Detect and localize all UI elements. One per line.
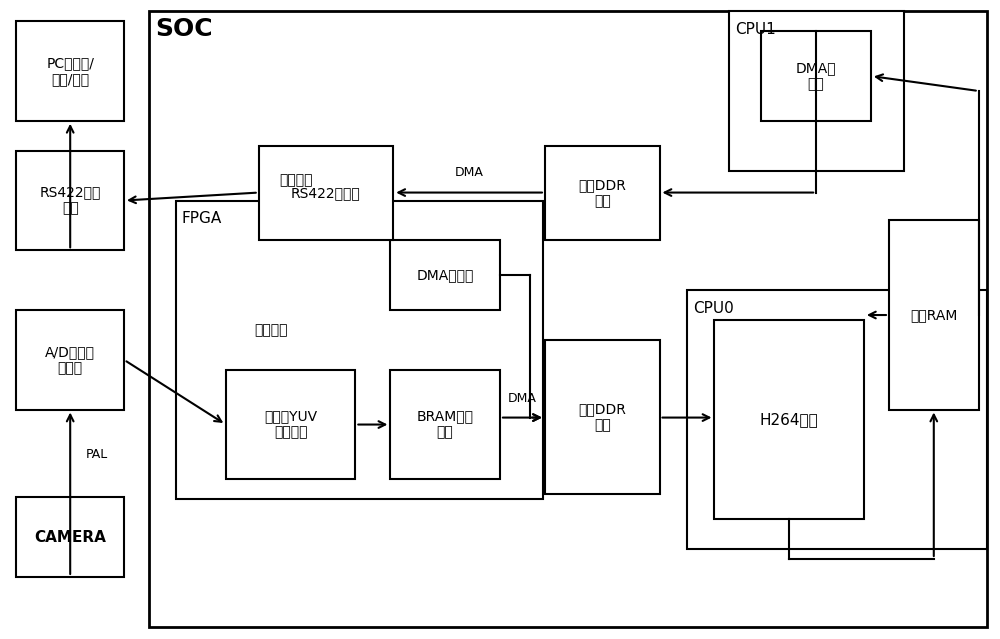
Text: SOC: SOC xyxy=(155,17,213,42)
Bar xyxy=(714,320,864,519)
Text: 通讯模块: 通讯模块 xyxy=(279,174,312,188)
Text: 采集模块: 采集模块 xyxy=(254,323,287,337)
Bar xyxy=(259,146,393,240)
Text: 第一DDR
缓存: 第一DDR 缓存 xyxy=(578,402,626,432)
Text: 采集及YUV
格式转换: 采集及YUV 格式转换 xyxy=(264,410,317,440)
Text: DMA控
制器: DMA控 制器 xyxy=(796,61,836,91)
Bar xyxy=(545,146,660,240)
Text: FPGA: FPGA xyxy=(182,211,222,226)
Text: DMA: DMA xyxy=(508,392,536,404)
Text: DMA: DMA xyxy=(455,166,484,179)
Bar xyxy=(16,21,124,121)
Text: H264编码: H264编码 xyxy=(760,412,819,427)
Text: 片上RAM: 片上RAM xyxy=(910,308,957,322)
Bar xyxy=(390,370,500,479)
Bar xyxy=(729,12,904,171)
Bar xyxy=(16,151,124,250)
Bar xyxy=(176,201,543,499)
Bar xyxy=(545,340,660,494)
Bar xyxy=(149,12,987,627)
Text: CPU1: CPU1 xyxy=(735,22,776,37)
Text: CPU0: CPU0 xyxy=(693,300,734,316)
Bar xyxy=(226,370,355,479)
Text: PC端接收/
解码/显示: PC端接收/ 解码/显示 xyxy=(46,56,94,86)
Bar xyxy=(687,290,987,549)
Text: PAL: PAL xyxy=(86,448,108,461)
Text: A/D模数转
换芯片: A/D模数转 换芯片 xyxy=(45,344,95,375)
Text: RS422接口
芯片: RS422接口 芯片 xyxy=(40,185,101,215)
Bar xyxy=(16,310,124,410)
Text: RS422控制器: RS422控制器 xyxy=(291,186,361,200)
Bar xyxy=(390,240,500,310)
Bar xyxy=(889,220,979,410)
Text: CAMERA: CAMERA xyxy=(34,530,106,544)
Text: DMA控制器: DMA控制器 xyxy=(416,268,474,282)
Text: BRAM乒乓
缓存: BRAM乒乓 缓存 xyxy=(417,410,474,440)
Text: 第二DDR
缓存: 第二DDR 缓存 xyxy=(578,178,626,208)
Bar xyxy=(16,497,124,577)
Bar xyxy=(761,31,871,121)
